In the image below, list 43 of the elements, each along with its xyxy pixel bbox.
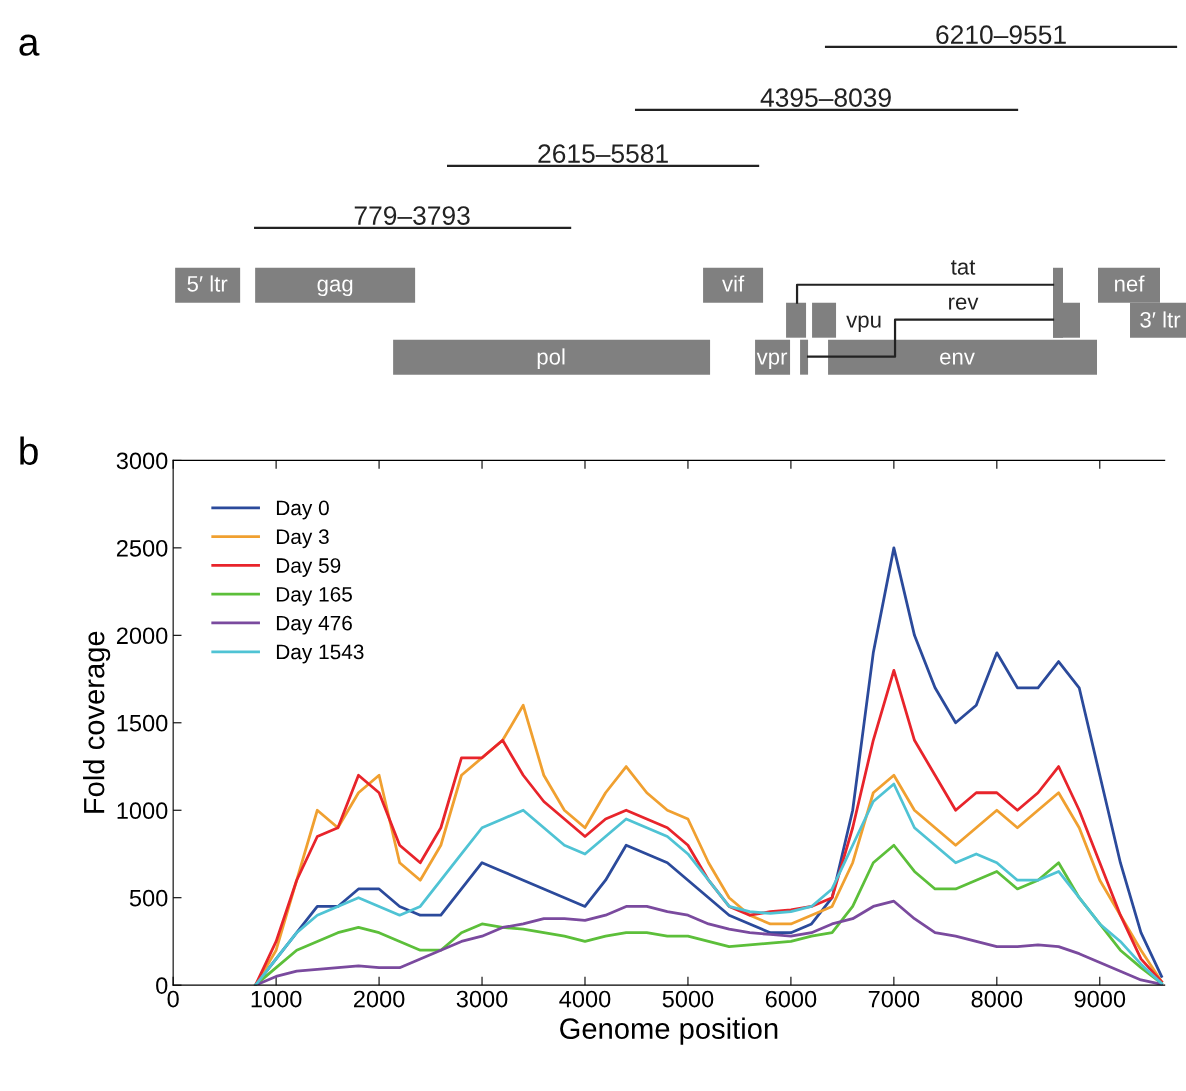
x-tick-label: 1000 bbox=[251, 990, 302, 1008]
y-tick-label: 1500 bbox=[117, 714, 168, 732]
y-tick-label: 2000 bbox=[116, 627, 168, 645]
x-tick-label: 9000 bbox=[1074, 990, 1126, 1008]
chart-title: b bbox=[20, 436, 38, 465]
line-series bbox=[254, 782, 1163, 986]
text: a bbox=[19, 34, 40, 56]
text: env bbox=[940, 352, 975, 365]
text: vpr bbox=[756, 352, 788, 370]
text: 6210–9551 bbox=[936, 25, 1066, 45]
text: tat bbox=[951, 260, 976, 275]
text: vif bbox=[722, 275, 745, 292]
text: 4395–8039 bbox=[760, 88, 891, 107]
x-tick-label: 5000 bbox=[662, 990, 714, 1008]
x-tick-label: 8000 bbox=[971, 990, 1023, 1008]
legend-label: Day 3 bbox=[276, 529, 329, 549]
x-tick-label: 3000 bbox=[456, 990, 508, 1008]
x-tick-label: 2000 bbox=[354, 990, 405, 1008]
text: 5′ ltr bbox=[187, 275, 228, 292]
x-tick-label: 0 bbox=[167, 990, 179, 1008]
text: 2615–5581 bbox=[538, 144, 668, 163]
x-tick-label: 7000 bbox=[868, 990, 920, 1008]
y-axis-title: Fold coverage bbox=[83, 631, 111, 813]
text: gag bbox=[317, 279, 353, 297]
text: nef bbox=[1115, 275, 1145, 292]
text: 779–3793 bbox=[354, 206, 470, 225]
x-tick-label: 6000 bbox=[765, 990, 817, 1008]
legend-label: Day 1543 bbox=[276, 644, 364, 664]
y-tick-label: 0 bbox=[156, 977, 168, 994]
legend-label: Day 59 bbox=[276, 558, 341, 577]
y-tick-label: 500 bbox=[129, 889, 168, 907]
text: vpu bbox=[846, 315, 881, 333]
y-tick-label: 3000 bbox=[116, 452, 168, 470]
text: rev bbox=[949, 297, 979, 310]
legend-label: Day 165 bbox=[276, 586, 352, 606]
y-tick-label: 1000 bbox=[117, 802, 168, 820]
text: 3′ ltr bbox=[1140, 311, 1181, 328]
x-axis-title: Genome position bbox=[560, 1017, 778, 1045]
legend-label: Day 476 bbox=[276, 615, 352, 635]
y-tick-label: 2500 bbox=[116, 539, 168, 557]
legend-label: Day 0 bbox=[276, 500, 329, 520]
x-tick-label: 4000 bbox=[559, 990, 611, 1008]
text: pol bbox=[537, 348, 565, 370]
